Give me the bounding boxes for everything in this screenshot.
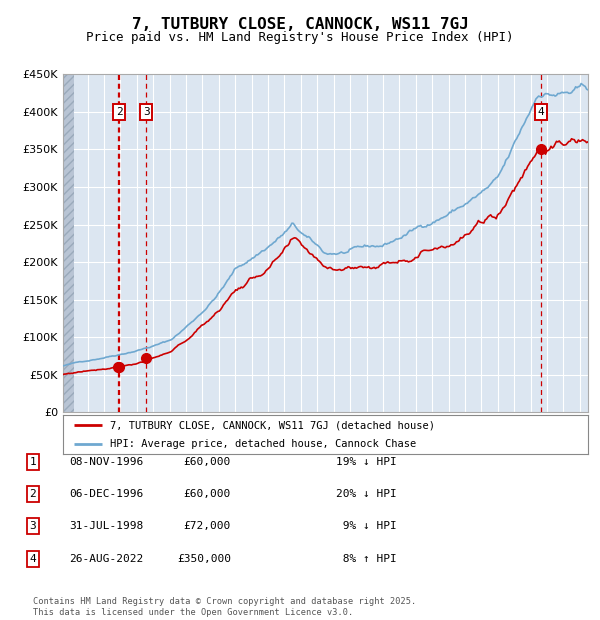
Text: 2: 2: [116, 107, 122, 117]
Text: 3: 3: [29, 521, 37, 531]
Text: 19% ↓ HPI: 19% ↓ HPI: [336, 457, 397, 467]
Text: 9% ↓ HPI: 9% ↓ HPI: [336, 521, 397, 531]
Text: £350,000: £350,000: [177, 554, 231, 564]
Text: Price paid vs. HM Land Registry's House Price Index (HPI): Price paid vs. HM Land Registry's House …: [86, 31, 514, 44]
Text: 7, TUTBURY CLOSE, CANNOCK, WS11 7GJ (detached house): 7, TUTBURY CLOSE, CANNOCK, WS11 7GJ (det…: [110, 420, 435, 430]
Text: £60,000: £60,000: [184, 457, 231, 467]
Text: 8% ↑ HPI: 8% ↑ HPI: [336, 554, 397, 564]
Bar: [63, 74, 74, 412]
Text: £60,000: £60,000: [184, 489, 231, 499]
Text: 26-AUG-2022: 26-AUG-2022: [69, 554, 143, 564]
Text: 20% ↓ HPI: 20% ↓ HPI: [336, 489, 397, 499]
Text: 06-DEC-1996: 06-DEC-1996: [69, 489, 143, 499]
Text: 4: 4: [538, 107, 545, 117]
Text: Contains HM Land Registry data © Crown copyright and database right 2025.
This d: Contains HM Land Registry data © Crown c…: [33, 598, 416, 617]
Text: 3: 3: [143, 107, 150, 117]
Text: 1: 1: [29, 457, 37, 467]
Text: 4: 4: [29, 554, 37, 564]
Text: 31-JUL-1998: 31-JUL-1998: [69, 521, 143, 531]
Text: £72,000: £72,000: [184, 521, 231, 531]
Text: 7, TUTBURY CLOSE, CANNOCK, WS11 7GJ: 7, TUTBURY CLOSE, CANNOCK, WS11 7GJ: [131, 17, 469, 32]
Text: 08-NOV-1996: 08-NOV-1996: [69, 457, 143, 467]
Text: HPI: Average price, detached house, Cannock Chase: HPI: Average price, detached house, Cann…: [110, 439, 416, 450]
Text: 2: 2: [29, 489, 37, 499]
